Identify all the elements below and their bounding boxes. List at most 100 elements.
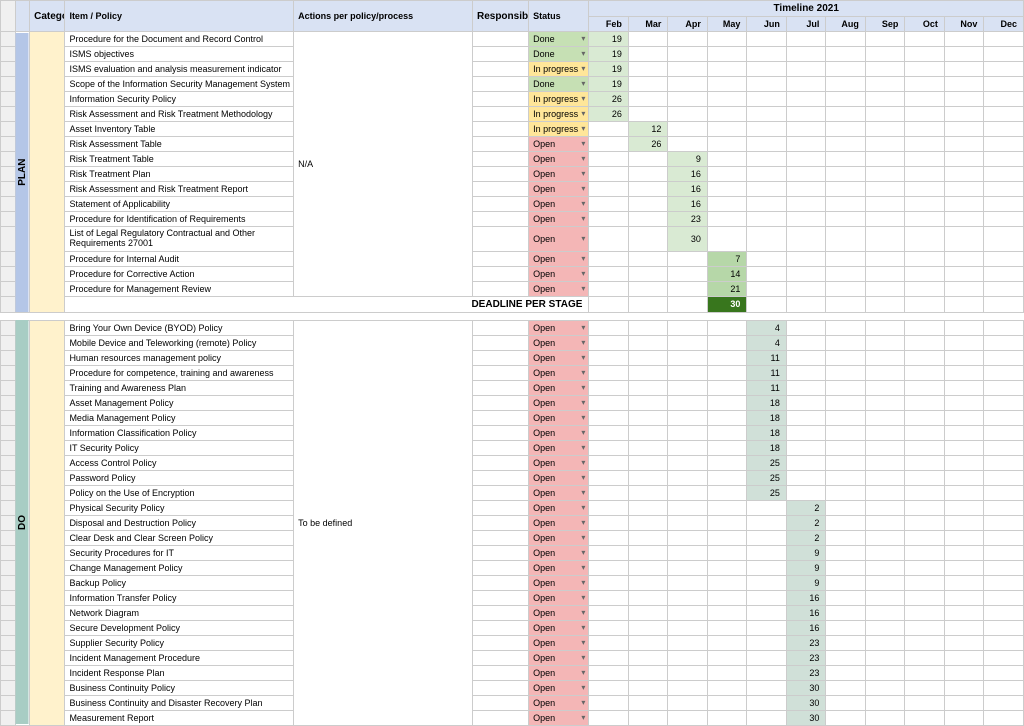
timeline-cell[interactable] <box>747 281 787 296</box>
status-cell[interactable]: Open <box>529 605 589 620</box>
timeline-cell[interactable] <box>826 545 866 560</box>
timeline-cell[interactable] <box>865 335 905 350</box>
timeline-cell[interactable] <box>826 167 866 182</box>
timeline-cell[interactable] <box>826 122 866 137</box>
timeline-cell[interactable] <box>865 350 905 365</box>
responsible-cell[interactable] <box>472 545 528 560</box>
hdr-month[interactable]: Feb <box>589 17 629 32</box>
timeline-cell[interactable] <box>984 137 1024 152</box>
timeline-cell[interactable] <box>905 380 945 395</box>
timeline-cell[interactable] <box>865 515 905 530</box>
timeline-cell[interactable] <box>589 296 629 312</box>
timeline-cell[interactable] <box>668 605 708 620</box>
status-cell[interactable]: Open <box>529 545 589 560</box>
timeline-cell[interactable]: 2 <box>786 500 826 515</box>
responsible-cell[interactable] <box>472 590 528 605</box>
timeline-cell[interactable] <box>944 32 984 47</box>
hdr-month[interactable]: Mar <box>628 17 668 32</box>
timeline-cell[interactable]: 16 <box>668 167 708 182</box>
timeline-cell[interactable]: 19 <box>589 32 629 47</box>
timeline-cell[interactable]: 9 <box>786 575 826 590</box>
timeline-cell[interactable] <box>747 197 787 212</box>
hdr-month[interactable]: May <box>707 17 747 32</box>
timeline-cell[interactable] <box>707 695 747 710</box>
timeline-cell[interactable] <box>865 695 905 710</box>
timeline-cell[interactable] <box>984 545 1024 560</box>
timeline-cell[interactable] <box>944 500 984 515</box>
timeline-cell[interactable] <box>865 77 905 92</box>
timeline-cell[interactable] <box>865 251 905 266</box>
timeline-cell[interactable] <box>628 266 668 281</box>
timeline-cell[interactable] <box>668 545 708 560</box>
responsible-cell[interactable] <box>472 620 528 635</box>
timeline-cell[interactable] <box>984 590 1024 605</box>
timeline-cell[interactable] <box>944 107 984 122</box>
timeline-cell[interactable] <box>944 410 984 425</box>
status-cell[interactable]: In progress <box>529 62 589 77</box>
timeline-cell[interactable] <box>786 470 826 485</box>
timeline-cell[interactable] <box>707 575 747 590</box>
timeline-cell[interactable] <box>826 281 866 296</box>
status-cell[interactable]: Open <box>529 251 589 266</box>
status-cell[interactable]: Done <box>529 77 589 92</box>
item-cell[interactable]: Asset Inventory Table <box>65 122 294 137</box>
timeline-cell[interactable] <box>865 500 905 515</box>
timeline-cell[interactable] <box>826 620 866 635</box>
timeline-cell[interactable] <box>628 635 668 650</box>
timeline-cell[interactable] <box>826 575 866 590</box>
timeline-cell[interactable] <box>628 152 668 167</box>
responsible-cell[interactable] <box>472 32 528 47</box>
timeline-cell[interactable] <box>589 425 629 440</box>
timeline-cell[interactable] <box>628 296 668 312</box>
timeline-cell[interactable] <box>747 167 787 182</box>
timeline-cell[interactable] <box>826 251 866 266</box>
responsible-cell[interactable] <box>472 530 528 545</box>
item-cell[interactable]: Physical Security Policy <box>65 500 294 515</box>
status-cell[interactable]: Open <box>529 365 589 380</box>
timeline-cell[interactable] <box>865 365 905 380</box>
timeline-cell[interactable] <box>984 320 1024 335</box>
status-cell[interactable]: Open <box>529 197 589 212</box>
responsible-cell[interactable] <box>472 575 528 590</box>
timeline-cell[interactable] <box>984 365 1024 380</box>
timeline-cell[interactable] <box>944 92 984 107</box>
category-cell[interactable] <box>30 320 65 725</box>
timeline-cell[interactable] <box>984 335 1024 350</box>
timeline-cell[interactable] <box>944 455 984 470</box>
timeline-cell[interactable] <box>747 137 787 152</box>
hdr-month[interactable]: Oct <box>905 17 945 32</box>
responsible-cell[interactable] <box>472 605 528 620</box>
timeline-cell[interactable] <box>707 212 747 227</box>
hdr-month[interactable]: Apr <box>668 17 708 32</box>
timeline-cell[interactable] <box>826 335 866 350</box>
status-cell[interactable]: Open <box>529 410 589 425</box>
timeline-cell[interactable] <box>865 665 905 680</box>
timeline-cell[interactable] <box>865 395 905 410</box>
timeline-cell[interactable] <box>826 650 866 665</box>
responsible-cell[interactable] <box>472 62 528 77</box>
status-cell[interactable]: In progress <box>529 122 589 137</box>
timeline-cell[interactable] <box>707 710 747 725</box>
timeline-cell[interactable] <box>707 47 747 62</box>
item-cell[interactable]: ISMS evaluation and analysis measurement… <box>65 62 294 77</box>
timeline-cell[interactable] <box>707 515 747 530</box>
responsible-cell[interactable] <box>472 212 528 227</box>
timeline-cell[interactable] <box>826 62 866 77</box>
timeline-cell[interactable] <box>628 710 668 725</box>
responsible-cell[interactable] <box>472 137 528 152</box>
timeline-cell[interactable] <box>865 470 905 485</box>
timeline-cell[interactable] <box>589 620 629 635</box>
timeline-cell[interactable] <box>826 227 866 252</box>
timeline-cell[interactable] <box>944 77 984 92</box>
timeline-cell[interactable] <box>589 650 629 665</box>
timeline-cell[interactable] <box>905 650 945 665</box>
timeline-cell[interactable] <box>944 470 984 485</box>
item-cell[interactable]: Information Classification Policy <box>65 425 294 440</box>
timeline-cell[interactable] <box>905 395 945 410</box>
hdr-month[interactable]: Aug <box>826 17 866 32</box>
timeline-cell[interactable] <box>944 380 984 395</box>
timeline-cell[interactable] <box>628 32 668 47</box>
item-cell[interactable]: Risk Assessment and Risk Treatment Repor… <box>65 182 294 197</box>
responsible-cell[interactable] <box>472 251 528 266</box>
timeline-cell[interactable] <box>826 680 866 695</box>
